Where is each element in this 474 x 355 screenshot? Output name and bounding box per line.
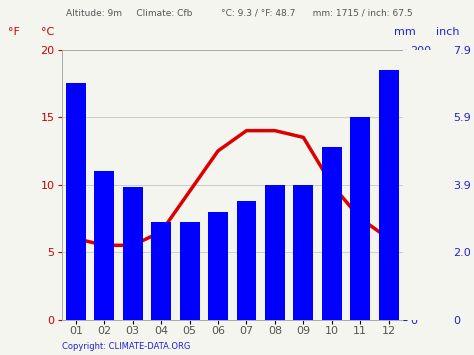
Text: °F: °F (8, 27, 20, 37)
Bar (293, 185, 313, 320)
Text: mm: mm (394, 27, 416, 37)
Text: Altitude: 9m     Climate: Cfb          °C: 9.3 / °F: 48.7      mm: 1715 / inch: : Altitude: 9m Climate: Cfb °C: 9.3 / °F: … (66, 9, 413, 18)
Bar (94, 171, 114, 320)
Bar (350, 117, 370, 320)
Bar (265, 185, 285, 320)
Bar (237, 201, 256, 320)
Bar (123, 187, 143, 320)
Text: Copyright: CLIMATE-DATA.ORG: Copyright: CLIMATE-DATA.ORG (62, 343, 190, 351)
Bar (379, 70, 399, 320)
Bar (151, 222, 171, 320)
Text: inch: inch (436, 27, 460, 37)
Bar (66, 83, 86, 320)
Bar (208, 212, 228, 320)
Bar (322, 147, 342, 320)
Text: °C: °C (41, 27, 54, 37)
Bar (180, 222, 200, 320)
